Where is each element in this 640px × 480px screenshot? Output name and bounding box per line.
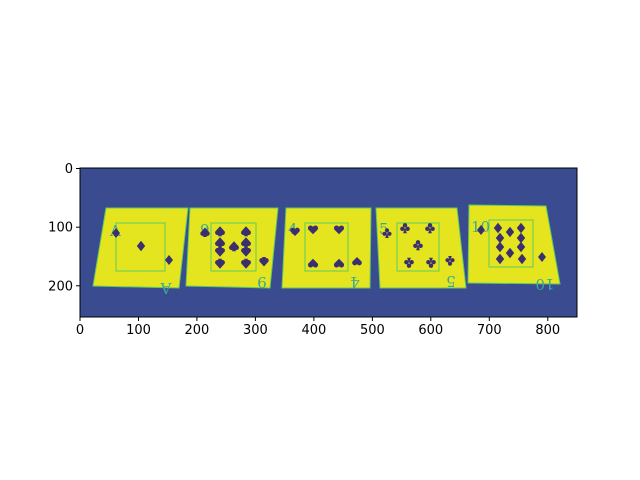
- card-inner-frame: [210, 222, 257, 272]
- card-face: [467, 204, 561, 285]
- diamond-pip: [517, 253, 527, 265]
- card-inner-frame: [304, 222, 349, 272]
- x-tick-label: 100: [126, 323, 151, 338]
- y-tick-label: 0: [65, 162, 73, 177]
- spade-pip: [241, 258, 251, 269]
- y-axis: 0 100 200: [48, 162, 80, 294]
- spade-pip: [241, 237, 251, 248]
- card-inner-frame: [488, 219, 534, 268]
- y-tick-label: 100: [48, 221, 73, 236]
- diamond-pip: [505, 226, 515, 238]
- diamond-pip: [165, 255, 173, 265]
- club-pip: [400, 223, 410, 234]
- playing-card-5: 55: [375, 207, 467, 290]
- x-tick-label: 200: [184, 323, 209, 338]
- x-tick-label: 700: [477, 323, 502, 338]
- diamond-pip: [495, 253, 505, 265]
- card-rank-label-rotated: 4: [350, 273, 360, 291]
- spade-pip: [215, 258, 225, 269]
- card-rank-label: 5: [379, 220, 389, 238]
- cards-layer: AA9944551010: [92, 204, 561, 297]
- club-pip: [426, 257, 436, 268]
- x-tick-label: 400: [301, 323, 326, 338]
- card-rank-label-rotated: 10: [535, 275, 554, 293]
- spade-pip: [200, 227, 210, 237]
- image-axes: AA9944551010: [79, 167, 578, 318]
- x-tick-label: 0: [76, 323, 84, 338]
- playing-card-10: 1010: [467, 204, 561, 293]
- club-pip: [445, 256, 455, 266]
- playing-card-A: AA: [92, 207, 189, 297]
- heart-pip: [307, 225, 319, 235]
- diamond-pip: [505, 247, 515, 259]
- x-tick-label: 600: [418, 323, 443, 338]
- y-tick-label: 200: [48, 279, 73, 294]
- x-tick-label: 500: [360, 323, 385, 338]
- club-pip: [413, 240, 423, 251]
- diamond-pip: [516, 222, 526, 234]
- diamond-pip: [112, 228, 120, 238]
- axes-frame: [79, 167, 578, 318]
- spade-pip: [241, 226, 251, 237]
- diamond-pip: [516, 232, 526, 244]
- club-pip: [404, 257, 414, 268]
- heart-pip: [333, 258, 345, 268]
- heart-pip: [352, 257, 362, 266]
- club-pip: [425, 223, 435, 234]
- card-inner-frame: [115, 222, 166, 272]
- spade-pip: [259, 257, 269, 267]
- diamond-pip: [493, 222, 503, 234]
- heart-pip: [290, 227, 300, 236]
- spade-pip: [215, 226, 225, 237]
- heart-pip: [333, 225, 345, 235]
- diamond-pip: [538, 252, 546, 262]
- diamond-pip: [495, 232, 505, 244]
- club-pip: [382, 228, 392, 238]
- x-tick-label: 800: [535, 323, 560, 338]
- x-tick-label: 300: [243, 323, 268, 338]
- card-rank-label-rotated: 9: [257, 273, 267, 291]
- spade-pip: [215, 237, 225, 248]
- card-rank-label-rotated: A: [160, 279, 172, 297]
- card-rank-label-rotated: 5: [446, 272, 456, 290]
- spade-pip: [241, 246, 251, 257]
- heart-pip: [307, 258, 319, 268]
- spade-pip: [215, 246, 225, 257]
- spade-pip: [229, 241, 239, 252]
- playing-card-4: 44: [281, 207, 372, 291]
- diamond-pip: [477, 225, 485, 235]
- card-inner-frame: [396, 222, 440, 272]
- diamond-pip: [516, 241, 526, 253]
- diamond-pip: [495, 241, 505, 253]
- card-face: [281, 207, 372, 289]
- x-axis: 0 100 200 300 400 500 600 700 800: [76, 317, 560, 338]
